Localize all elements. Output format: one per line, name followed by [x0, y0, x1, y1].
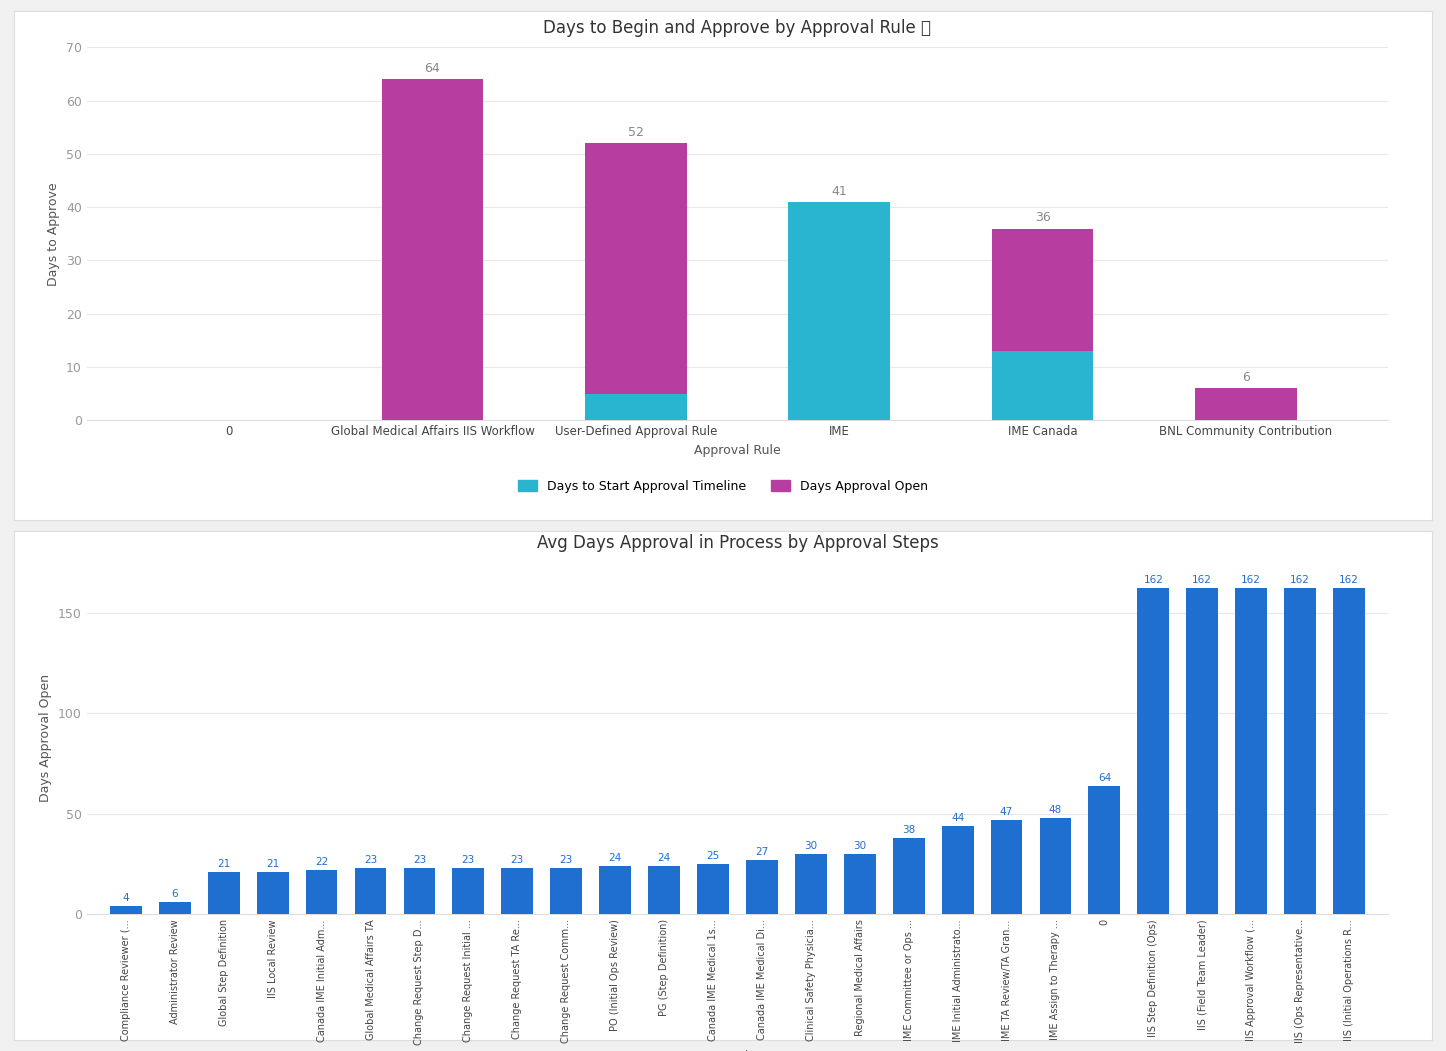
Text: 25: 25	[707, 851, 720, 861]
Text: 23: 23	[461, 856, 474, 865]
Y-axis label: Days to Approve: Days to Approve	[48, 182, 61, 286]
Bar	[586, 394, 687, 420]
Bar	[1138, 589, 1170, 914]
Bar	[892, 838, 924, 914]
Bar	[110, 906, 142, 914]
Bar	[941, 826, 973, 914]
Bar	[208, 872, 240, 914]
Text: 6: 6	[172, 889, 178, 900]
Bar	[354, 868, 386, 914]
Text: 22: 22	[315, 857, 328, 867]
Text: 23: 23	[510, 856, 523, 865]
Bar	[697, 864, 729, 914]
Bar	[403, 868, 435, 914]
Y-axis label: Days Approval Open: Days Approval Open	[39, 675, 52, 802]
Text: 48: 48	[1048, 805, 1063, 815]
Text: 162: 162	[1290, 575, 1310, 585]
Text: 27: 27	[755, 847, 768, 857]
Bar	[1040, 818, 1071, 914]
Text: 162: 162	[1144, 575, 1163, 585]
Bar	[1333, 589, 1365, 914]
Bar	[1186, 589, 1218, 914]
Text: 23: 23	[412, 856, 427, 865]
Text: 23: 23	[560, 856, 573, 865]
Bar	[1194, 389, 1297, 420]
Bar	[305, 870, 337, 914]
Text: 30: 30	[853, 841, 866, 851]
Bar	[586, 143, 687, 394]
Text: 52: 52	[628, 126, 643, 139]
Text: 64: 64	[425, 62, 441, 75]
Bar	[599, 866, 630, 914]
Bar	[1089, 785, 1121, 914]
Text: 38: 38	[902, 825, 915, 834]
Text: 4: 4	[123, 893, 129, 903]
Text: 24: 24	[609, 853, 622, 863]
Bar	[1284, 589, 1316, 914]
X-axis label: Approval Rule: Approval Rule	[694, 444, 781, 457]
Legend: Days to Start Approval Timeline, Days Approval Open: Days to Start Approval Timeline, Days Ap…	[513, 475, 933, 497]
Bar	[1235, 589, 1267, 914]
Bar	[382, 79, 483, 420]
Title: Avg Days Approval in Process by Approval Steps: Avg Days Approval in Process by Approval…	[536, 534, 938, 553]
Bar	[257, 872, 289, 914]
Bar	[746, 860, 778, 914]
Bar	[453, 868, 484, 914]
Text: 44: 44	[951, 812, 964, 823]
Bar	[788, 202, 889, 420]
Text: 30: 30	[804, 841, 817, 851]
Bar	[502, 868, 534, 914]
Bar	[844, 854, 876, 914]
Text: 24: 24	[658, 853, 671, 863]
Text: 6: 6	[1242, 371, 1249, 385]
Bar	[159, 903, 191, 914]
Text: 36: 36	[1034, 211, 1050, 224]
Text: 64: 64	[1098, 772, 1111, 783]
Bar	[992, 351, 1093, 420]
Text: 47: 47	[1001, 807, 1014, 817]
Text: 23: 23	[364, 856, 377, 865]
Bar	[992, 228, 1093, 351]
Text: 21: 21	[217, 859, 230, 869]
Bar	[795, 854, 827, 914]
Text: 162: 162	[1339, 575, 1359, 585]
Bar	[991, 820, 1022, 914]
Bar	[648, 866, 680, 914]
Text: 21: 21	[266, 859, 279, 869]
Text: 41: 41	[831, 185, 847, 198]
Text: 162: 162	[1241, 575, 1261, 585]
Bar	[551, 868, 583, 914]
Text: 162: 162	[1193, 575, 1212, 585]
Title: Days to Begin and Approve by Approval Rule ⓘ: Days to Begin and Approve by Approval Ru…	[544, 19, 931, 38]
